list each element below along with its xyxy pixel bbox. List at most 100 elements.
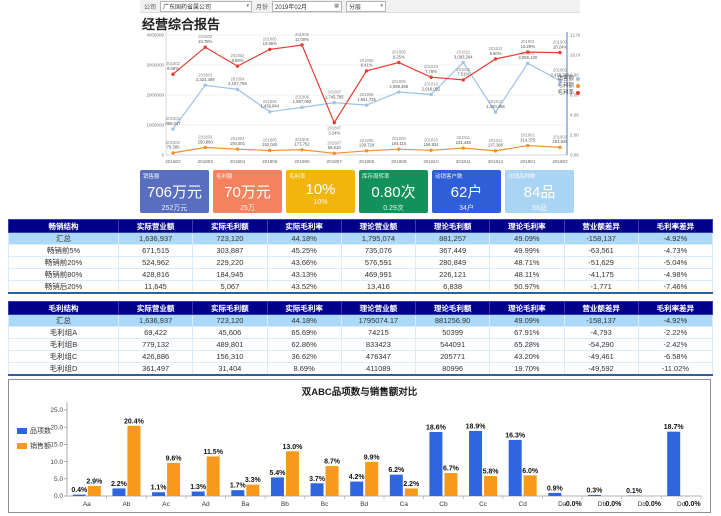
bar-销售额-Bd: 9.9% (364, 454, 380, 496)
table-cell: -4.92% (637, 314, 714, 327)
structure-tables: 畅销结构 实际营业额 实际毛利额 实际毛利率 理论营业额 理论毛利额 理论毛利率 营业额差异毛… (8, 219, 714, 383)
svg-text:194,501: 194,501 (230, 141, 246, 146)
svg-text:0.0: 0.0 (54, 493, 63, 500)
svg-text:1,430,496: 1,430,496 (486, 104, 505, 109)
legend-item[interactable]: 品项数 (17, 426, 51, 436)
table-row: 毛利组A 69,422 45,606 65.69% 74215 50399 67.91% -4… (8, 326, 714, 339)
kpi-value: 70万元 (224, 184, 271, 201)
table-cell: 723,120 (192, 314, 268, 327)
table-cell: 43.13% (266, 268, 342, 281)
svg-text:7.51%: 7.51% (457, 72, 469, 77)
table-cell: 80996 (414, 362, 491, 376)
svg-text:16.3%: 16.3% (505, 432, 526, 439)
svg-text:Dd: Dd (677, 501, 686, 508)
kpi-label: 动销品种数 (508, 174, 536, 180)
svg-text:Db: Db (598, 501, 607, 508)
table-cell: 畅销前80% (8, 268, 119, 281)
layer-select[interactable]: 分层 ▾ (346, 0, 387, 12)
table-cell: 13,416 (340, 280, 417, 294)
table-cell: 67.91% (489, 326, 565, 339)
table-row: 畅销后20% 11,645 5,067 43.52% 13,416 6,838 50.97%… (8, 280, 714, 294)
svg-text:231,448: 231,448 (456, 140, 472, 145)
svg-text:201901: 201901 (520, 159, 536, 164)
table-header: 毛利结构 实际营业额 实际毛利额 实际毛利率 理论营业额 理论毛利额 理论毛利率 营业额差异毛… (8, 301, 714, 315)
svg-text:5.0: 5.0 (54, 476, 63, 483)
bar-品项数-Ba: 1.7% (230, 483, 247, 496)
table-cell: 411089 (340, 362, 417, 376)
line-chart-legend: 销售额 毛利额 毛利率 (557, 76, 580, 96)
svg-text:201808: 201808 (360, 58, 375, 63)
table-cell: 5,067 (192, 280, 268, 294)
column-header: 实际毛利率 (266, 219, 342, 233)
table-cell: 50399 (414, 326, 491, 339)
svg-text:201808: 201808 (360, 138, 375, 143)
table-cell: 723,120 (192, 232, 268, 245)
table-cell: 74215 (340, 326, 417, 339)
table-cell: 280,849 (414, 256, 491, 269)
column-header: 营业额差异 (563, 219, 639, 233)
svg-text:2.00: 2.00 (570, 133, 579, 138)
legend-item[interactable]: 销售额 (17, 441, 51, 451)
svg-text:201802: 201802 (166, 61, 181, 66)
table-cell: 205771 (414, 350, 491, 363)
svg-text:201809: 201809 (392, 79, 407, 84)
column-header: 畅销结构 (8, 219, 119, 233)
svg-text:25.0: 25.0 (50, 407, 63, 414)
svg-text:1000000: 1000000 (146, 123, 164, 128)
chevron-down-icon: ▾ (380, 3, 384, 9)
svg-text:253,828: 253,828 (552, 139, 568, 144)
table-row: 汇总 1,636,937 723,120 44.18% 1,795,074 881,257… (8, 232, 714, 245)
table-row: 毛利组D 361,497 31,404 8.69% 411089 80996 19.70% -… (8, 362, 714, 376)
svg-text:137,380: 137,380 (488, 143, 504, 148)
table-cell: 43.66% (266, 256, 342, 269)
legend-dot-icon (576, 77, 580, 81)
svg-text:Ab: Ab (122, 501, 130, 508)
svg-text:201808: 201808 (360, 92, 375, 97)
table-cell: 毛利组B (8, 338, 119, 351)
table-cell: 65.28% (489, 338, 565, 351)
svg-text:1,661,725: 1,661,725 (357, 97, 376, 102)
table-cell: 45,606 (192, 326, 268, 339)
svg-text:314,379: 314,379 (520, 137, 536, 142)
svg-text:3000000: 3000000 (146, 63, 164, 68)
svg-text:201805: 201805 (263, 137, 278, 142)
svg-text:10.00: 10.00 (570, 53, 580, 58)
svg-text:Bd: Bd (360, 501, 368, 508)
bar-品项数-Da: 0.9% (547, 485, 564, 496)
svg-text:201810: 201810 (424, 137, 439, 142)
table-cell: 43.52% (266, 280, 342, 294)
kpi-subvalue: 34户 (459, 205, 474, 212)
svg-text:201803: 201803 (198, 34, 213, 39)
table-cell: 65.69% (266, 326, 342, 339)
table-cell: -54,290 (563, 338, 639, 351)
svg-text:201809: 201809 (392, 50, 407, 55)
table-cell: -51,629 (563, 256, 639, 269)
bar-销售额-Dc: 0.0% (645, 501, 662, 508)
legend-item[interactable]: 销售额 (557, 76, 580, 82)
bar-chart-title: 双ABC品项数与销售额对比 (301, 387, 418, 398)
table-cell: 156,310 (192, 350, 268, 363)
svg-text:2.2%: 2.2% (403, 481, 420, 488)
table-cell: 汇总 (8, 232, 119, 245)
svg-text:201902: 201902 (553, 40, 568, 45)
company-select[interactable]: 广东国药省属公司 ▾ (160, 0, 253, 12)
svg-text:Ad: Ad (202, 501, 210, 508)
table-cell: 1795074.17 (340, 314, 417, 327)
svg-text:0.9%: 0.9% (547, 485, 564, 492)
svg-text:201804: 201804 (231, 53, 246, 58)
legend-item[interactable]: 毛利额 (557, 83, 580, 89)
svg-text:152,040: 152,040 (262, 142, 278, 147)
legend-item[interactable]: 毛利率 (557, 90, 580, 96)
svg-text:2,016,052: 2,016,052 (422, 86, 441, 91)
table-row: 畅销前80% 428,816 184,945 43.13% 469,991 226,121… (8, 268, 714, 281)
table-cell: -11.02% (637, 362, 714, 376)
table-cell: 畅销前5% (8, 244, 119, 257)
bar-品项数-Bc: 3.7% (309, 476, 326, 496)
bar-销售额-Bb: 13.0% (283, 444, 304, 496)
svg-text:201802: 201802 (166, 116, 181, 121)
svg-text:11.00%: 11.00% (295, 37, 309, 42)
table-row: 畅销前20% 524,962 229,220 43.66% 576,591 280,849… (8, 256, 714, 269)
month-picker[interactable]: 2019年02月 ▦ (272, 0, 343, 12)
svg-text:13.0%: 13.0% (283, 444, 304, 451)
column-header: 毛利结构 (8, 301, 119, 315)
